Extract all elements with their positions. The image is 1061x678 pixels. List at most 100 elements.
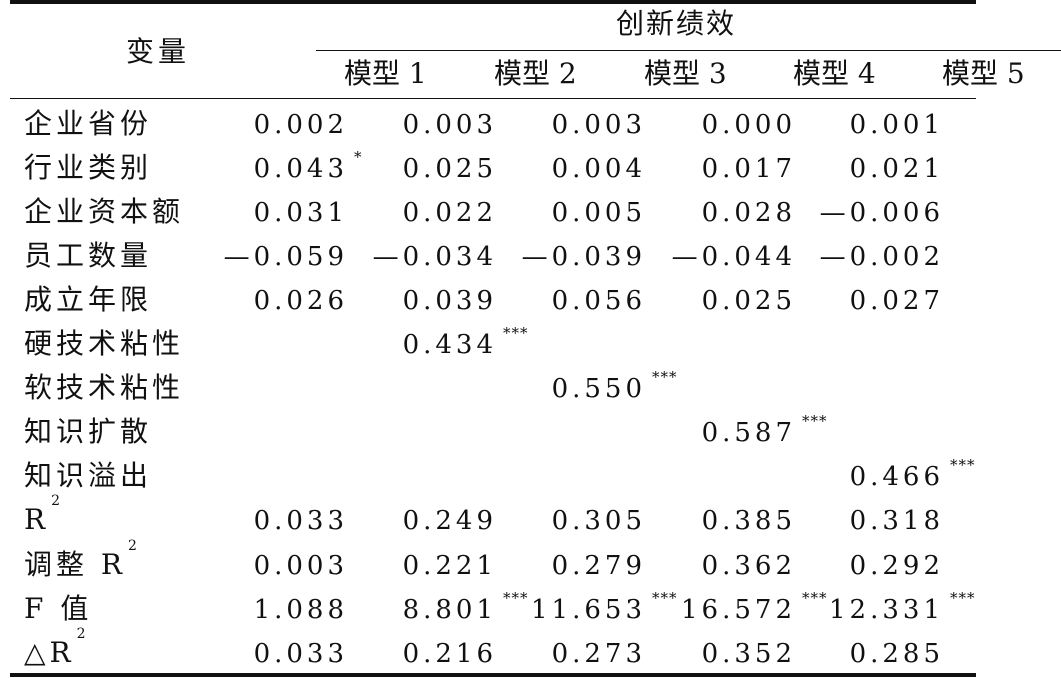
row-label-text: R: [24, 503, 50, 536]
value-cell: 0.033: [254, 508, 348, 534]
value-cell: —0.059: [224, 244, 348, 270]
coefficient: 0.318: [849, 506, 944, 536]
row-label: △R2: [24, 627, 90, 667]
significance-stars: *: [354, 148, 363, 166]
coefficient: 0.043: [253, 154, 348, 184]
value-cell: 0.362: [702, 553, 796, 579]
value-cell: 0.022: [403, 200, 497, 226]
coefficient: 0.305: [551, 506, 646, 536]
row-label-text: 调整 R: [24, 548, 126, 581]
value-cell: —0.006: [820, 200, 944, 226]
coefficient: 0.249: [402, 506, 497, 536]
value-cell: 0.550: [552, 376, 646, 402]
coefficient: 0.004: [551, 154, 646, 184]
coefficient: 8.801: [402, 595, 497, 625]
value-cell: 0.216: [403, 641, 497, 667]
coefficient: 0.003: [402, 110, 497, 140]
value-cell: 0.587: [702, 420, 796, 446]
value-cell: 0.039: [403, 288, 497, 314]
value-cell: 0.000: [702, 112, 796, 138]
significance-stars: ***: [950, 456, 976, 474]
row-label-text: 软技术粘性: [24, 371, 185, 404]
coefficient: 0.031: [253, 198, 348, 228]
model-header: 模型 3: [644, 57, 727, 90]
value-cell: 0.385: [702, 508, 796, 534]
value-cell: 0.017: [702, 156, 796, 182]
value-cell: 11.653: [531, 597, 646, 623]
value-cell: 0.026: [254, 288, 348, 314]
coefficient: 0.033: [253, 506, 348, 536]
value-cell: 0.003: [254, 553, 348, 579]
coefficient: 0.005: [551, 198, 646, 228]
row-label-text: 成立年限: [24, 283, 153, 316]
coefficient: 0.285: [849, 639, 944, 669]
value-cell: 0.352: [702, 641, 796, 667]
value-cell: 0.005: [552, 200, 646, 226]
top-rule: [10, 0, 976, 4]
row-label: 知识扩散: [24, 418, 152, 446]
coefficient: 11.653: [531, 595, 646, 625]
value-cell: 0.002: [254, 112, 348, 138]
row-label-superscript: 2: [76, 625, 90, 642]
value-cell: 0.249: [403, 508, 497, 534]
row-label: 企业省份: [24, 110, 152, 138]
coefficient: —0.034: [372, 242, 497, 272]
coefficient: 1.088: [253, 595, 348, 625]
coefficient: 0.385: [701, 506, 796, 536]
value-cell: 0.027: [850, 288, 944, 314]
value-cell: 0.273: [552, 641, 646, 667]
value-cell: 0.028: [702, 200, 796, 226]
coefficient: —0.059: [223, 242, 348, 272]
model-header: 模型 2: [494, 57, 577, 90]
coefficient: 0.003: [551, 110, 646, 140]
coefficient: 0.027: [849, 286, 944, 316]
significance-stars: ***: [652, 589, 678, 607]
value-cell: 1.088: [254, 597, 348, 623]
value-cell: 0.318: [850, 508, 944, 534]
coefficient: 12.331: [829, 595, 944, 625]
row-label-text: 员工数量: [24, 239, 153, 272]
value-cell: 0.305: [552, 508, 646, 534]
value-cell: 0.292: [850, 553, 944, 579]
row-label-superscript: 2: [51, 492, 65, 509]
row-label: 员工数量: [24, 242, 152, 270]
row-label: 调整 R2: [24, 539, 141, 581]
coefficient: 0.017: [701, 154, 796, 184]
coefficient: 0.434: [402, 330, 497, 360]
significance-stars: ***: [802, 589, 828, 607]
coefficient: 0.028: [701, 198, 796, 228]
coefficient: 0.273: [551, 639, 646, 669]
row-label-text: 知识扩散: [24, 415, 153, 448]
coefficient: 0.216: [402, 639, 497, 669]
value-cell: 0.221: [403, 553, 497, 579]
row-label-text: 企业资本额: [24, 195, 185, 228]
row-label-text: 知识溢出: [24, 459, 153, 492]
coefficient: 0.033: [253, 639, 348, 669]
value-cell: 0.434: [403, 332, 497, 358]
coefficient: 0.550: [551, 374, 646, 404]
model-header: 模型 1: [344, 57, 427, 90]
coefficient: 0.292: [849, 551, 944, 581]
value-cell: 0.025: [702, 288, 796, 314]
coefficient: 0.000: [701, 110, 796, 140]
value-cell: 0.003: [403, 112, 497, 138]
group-rule: [316, 50, 1061, 51]
row-label: 软技术粘性: [24, 374, 184, 402]
row-label-text: 企业省份: [24, 107, 153, 140]
variable-header: 变量: [126, 35, 191, 68]
coefficient: 0.056: [551, 286, 646, 316]
row-label-text: 行业类别: [24, 151, 153, 184]
coefficient: —0.039: [521, 242, 646, 272]
value-cell: —0.044: [672, 244, 796, 270]
coefficient: 0.039: [402, 286, 497, 316]
value-cell: 0.285: [850, 641, 944, 667]
coefficient: 0.362: [701, 551, 796, 581]
coefficient: 0.021: [849, 154, 944, 184]
row-label: 行业类别: [24, 154, 152, 182]
model-header: 模型 5: [942, 57, 1025, 90]
coefficient: —0.002: [819, 242, 944, 272]
significance-stars: ***: [503, 324, 529, 342]
coefficient: —0.044: [671, 242, 796, 272]
value-cell: 0.021: [850, 156, 944, 182]
